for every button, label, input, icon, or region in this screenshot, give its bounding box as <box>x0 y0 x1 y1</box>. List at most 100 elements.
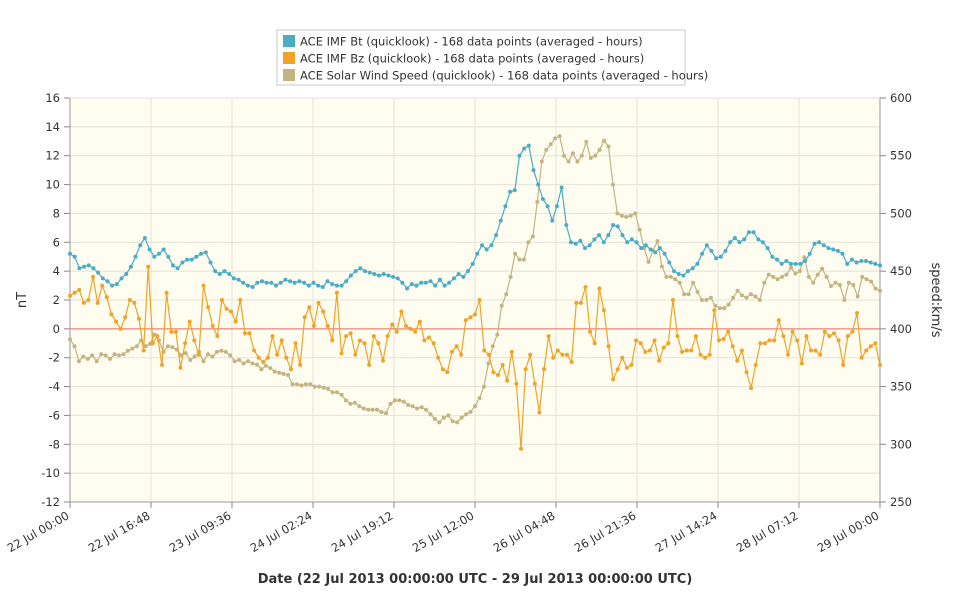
data-point <box>447 280 452 285</box>
data-point <box>86 298 91 302</box>
data-point <box>263 363 268 368</box>
data-point <box>522 146 527 151</box>
data-point <box>575 159 580 164</box>
data-point <box>222 269 227 274</box>
data-point <box>661 345 666 350</box>
data-point <box>718 254 723 259</box>
data-point <box>90 353 95 358</box>
data-point <box>317 384 322 389</box>
data-point <box>740 293 744 298</box>
data-point <box>348 331 353 336</box>
data-point <box>731 295 736 300</box>
x-tick-label: 29 Jul 00:00 <box>815 508 882 555</box>
data-point <box>682 292 687 297</box>
data-point <box>855 311 859 315</box>
data-point <box>288 367 293 372</box>
data-point <box>846 280 851 285</box>
data-point <box>526 240 531 245</box>
data-point <box>456 272 461 276</box>
data-point <box>358 266 363 271</box>
data-point <box>343 398 348 403</box>
data-point <box>272 369 277 374</box>
data-point <box>686 269 690 274</box>
data-point <box>161 247 166 252</box>
data-point <box>367 270 372 275</box>
data-point <box>424 407 428 412</box>
data-point <box>500 362 505 367</box>
data-point <box>793 271 798 276</box>
x-tick-label: 22 Jul 16:48 <box>86 508 153 555</box>
data-point <box>868 344 873 349</box>
data-point <box>592 237 597 242</box>
data-point <box>128 264 133 269</box>
data-point <box>735 288 740 293</box>
data-point <box>112 352 117 357</box>
data-point <box>339 351 344 356</box>
data-point <box>461 274 466 279</box>
y-axis-right-title: speed:km/s <box>928 263 943 338</box>
data-point <box>822 329 827 334</box>
data-point <box>628 213 633 218</box>
data-point <box>76 359 81 364</box>
data-point <box>250 285 255 289</box>
data-point <box>325 324 330 328</box>
data-point <box>275 352 280 357</box>
data-point <box>385 334 390 339</box>
data-point <box>68 293 72 298</box>
data-point <box>732 236 737 240</box>
x-tick-label: 23 Jul 09:36 <box>167 508 234 555</box>
data-point <box>201 283 206 288</box>
data-point <box>728 240 733 245</box>
data-point <box>835 248 840 253</box>
data-point <box>250 361 255 366</box>
data-point <box>344 334 349 339</box>
data-point <box>138 243 143 248</box>
data-point <box>789 265 793 270</box>
data-point <box>352 400 357 405</box>
data-point <box>321 385 326 390</box>
data-point <box>748 292 753 297</box>
data-point <box>394 329 399 334</box>
data-point <box>208 260 213 265</box>
data-point <box>583 246 587 251</box>
data-point <box>717 306 722 311</box>
data-point <box>676 272 681 276</box>
data-point <box>297 279 302 284</box>
data-point <box>820 266 825 271</box>
series-1 <box>68 264 882 451</box>
data-point <box>110 283 115 288</box>
data-point <box>406 403 411 407</box>
data-point <box>634 338 639 343</box>
data-point <box>712 308 717 313</box>
data-point <box>652 338 657 343</box>
series-0 <box>68 143 882 291</box>
data-point <box>775 277 780 282</box>
data-point <box>224 306 229 311</box>
x-tick-label: 22 Jul 00:00 <box>5 508 72 555</box>
data-point <box>629 237 634 242</box>
data-point <box>588 156 593 160</box>
data-point <box>152 254 157 259</box>
data-point <box>311 324 316 328</box>
data-point <box>624 214 629 219</box>
data-point <box>620 233 625 238</box>
data-point <box>544 147 549 152</box>
data-point <box>132 300 137 305</box>
data-point <box>229 309 234 314</box>
data-point <box>103 353 108 358</box>
data-point <box>698 352 703 357</box>
data-point <box>707 352 712 357</box>
data-point <box>832 331 836 336</box>
data-point <box>308 382 313 387</box>
data-point <box>437 277 442 282</box>
data-point <box>170 345 175 350</box>
data-point <box>206 352 210 357</box>
data-point <box>118 326 123 331</box>
data-point <box>672 269 676 274</box>
data-point <box>807 251 812 256</box>
y-left-tick-label: -2 <box>49 351 60 365</box>
data-point <box>744 295 749 300</box>
y-left-tick-label: -10 <box>41 466 60 480</box>
data-point <box>542 367 546 372</box>
data-point <box>517 257 522 262</box>
